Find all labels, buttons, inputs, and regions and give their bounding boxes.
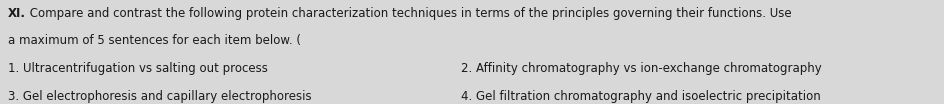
Text: XI.: XI. xyxy=(8,7,25,20)
Text: Compare and contrast the following protein characterization techniques in terms : Compare and contrast the following prote… xyxy=(25,7,790,20)
Text: 2. Affinity chromatography vs ion-exchange chromatography: 2. Affinity chromatography vs ion-exchan… xyxy=(461,62,821,75)
Text: 3. Gel electrophoresis and capillary electrophoresis: 3. Gel electrophoresis and capillary ele… xyxy=(8,90,311,103)
Text: a maximum of 5 sentences for each item below. (: a maximum of 5 sentences for each item b… xyxy=(8,34,300,47)
Text: 4. Gel filtration chromatography and isoelectric precipitation: 4. Gel filtration chromatography and iso… xyxy=(461,90,820,103)
Text: 1. Ultracentrifugation vs salting out process: 1. Ultracentrifugation vs salting out pr… xyxy=(8,62,267,75)
